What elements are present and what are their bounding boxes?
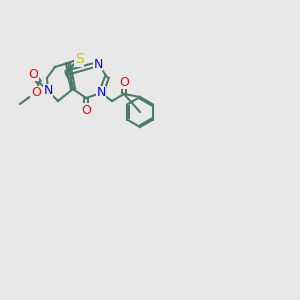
Text: O: O [81, 103, 91, 116]
Text: N: N [96, 86, 106, 100]
Text: S: S [75, 52, 83, 66]
Text: O: O [28, 68, 38, 80]
Text: O: O [119, 76, 129, 88]
Text: N: N [43, 85, 53, 98]
Text: N: N [93, 58, 103, 70]
Text: O: O [31, 86, 41, 100]
